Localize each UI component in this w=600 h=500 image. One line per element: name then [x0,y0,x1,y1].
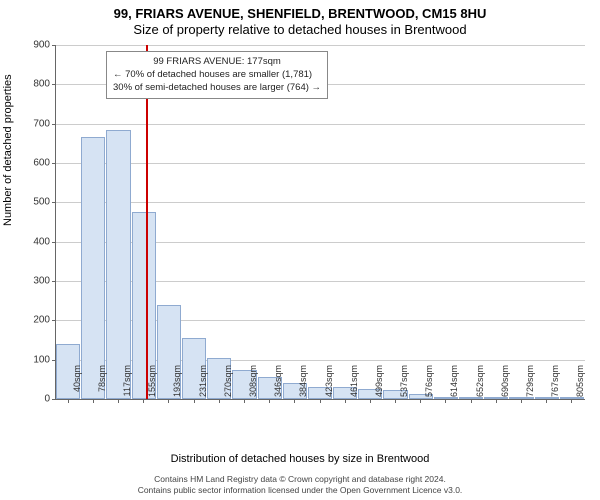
ytick-label: 400 [15,236,50,247]
gridline [56,124,585,125]
ytick-label: 200 [15,315,50,326]
xtick-mark [445,400,446,403]
xtick-label: 117sqm [122,365,132,405]
xtick-mark [521,400,522,403]
xtick-label: 78sqm [97,365,107,405]
histogram-bar [106,130,130,399]
ytick-mark [52,360,55,361]
ytick-mark [52,399,55,400]
ytick-mark [52,242,55,243]
footer-line1: Contains HM Land Registry data © Crown c… [0,474,600,485]
xtick-label: 193sqm [172,365,182,405]
xtick-label: 346sqm [273,365,283,405]
xtick-mark [219,400,220,403]
xtick-mark [294,400,295,403]
annotation-line1: 99 FRIARS AVENUE: 177sqm [113,56,321,69]
xtick-mark [68,400,69,403]
gridline [56,163,585,164]
xtick-mark [571,400,572,403]
xtick-mark [244,400,245,403]
histogram-bar [81,137,105,399]
ytick-label: 600 [15,158,50,169]
xtick-mark [395,400,396,403]
xtick-label: 308sqm [248,365,258,405]
xtick-label: 499sqm [374,365,384,405]
ytick-mark [52,281,55,282]
footer-line2: Contains public sector information licen… [0,485,600,496]
ytick-mark [52,45,55,46]
xtick-label: 231sqm [198,365,208,405]
xtick-label: 690sqm [500,365,510,405]
xtick-mark [143,400,144,403]
xtick-label: 729sqm [525,365,535,405]
xtick-mark [370,400,371,403]
annotation-line2: ← 70% of detached houses are smaller (1,… [113,69,321,82]
ytick-mark [52,320,55,321]
y-axis-label: Number of detached properties [2,74,14,226]
plot-area: 99 FRIARS AVENUE: 177sqm← 70% of detache… [55,45,585,400]
ytick-label: 0 [15,394,50,405]
xtick-label: 270sqm [223,365,233,405]
gridline [56,45,585,46]
xtick-mark [496,400,497,403]
ytick-label: 300 [15,276,50,287]
xtick-label: 576sqm [424,365,434,405]
xtick-mark [420,400,421,403]
ytick-mark [52,124,55,125]
ytick-mark [52,163,55,164]
xtick-mark [118,400,119,403]
chart-title-line2: Size of property relative to detached ho… [0,22,600,37]
xtick-label: 614sqm [449,365,459,405]
xtick-label: 461sqm [349,365,359,405]
ytick-label: 700 [15,118,50,129]
xtick-label: 384sqm [298,365,308,405]
xtick-label: 652sqm [475,365,485,405]
xtick-label: 537sqm [399,365,409,405]
xtick-mark [471,400,472,403]
xtick-label: 155sqm [147,365,157,405]
xtick-mark [320,400,321,403]
x-axis-label: Distribution of detached houses by size … [0,453,600,465]
ytick-label: 800 [15,79,50,90]
xtick-label: 423sqm [324,365,334,405]
xtick-mark [269,400,270,403]
ytick-label: 100 [15,354,50,365]
xtick-mark [546,400,547,403]
xtick-mark [194,400,195,403]
ytick-label: 500 [15,197,50,208]
footer-attribution: Contains HM Land Registry data © Crown c… [0,474,600,496]
gridline [56,202,585,203]
ytick-mark [52,202,55,203]
xtick-label: 805sqm [575,365,585,405]
annotation-box: 99 FRIARS AVENUE: 177sqm← 70% of detache… [106,51,328,99]
xtick-label: 40sqm [72,365,82,405]
xtick-mark [168,400,169,403]
chart-title-line1: 99, FRIARS AVENUE, SHENFIELD, BRENTWOOD,… [0,6,600,21]
xtick-label: 767sqm [550,365,560,405]
xtick-mark [93,400,94,403]
ytick-label: 900 [15,40,50,51]
xtick-mark [345,400,346,403]
ytick-mark [52,84,55,85]
annotation-line3: 30% of semi-detached houses are larger (… [113,82,321,95]
